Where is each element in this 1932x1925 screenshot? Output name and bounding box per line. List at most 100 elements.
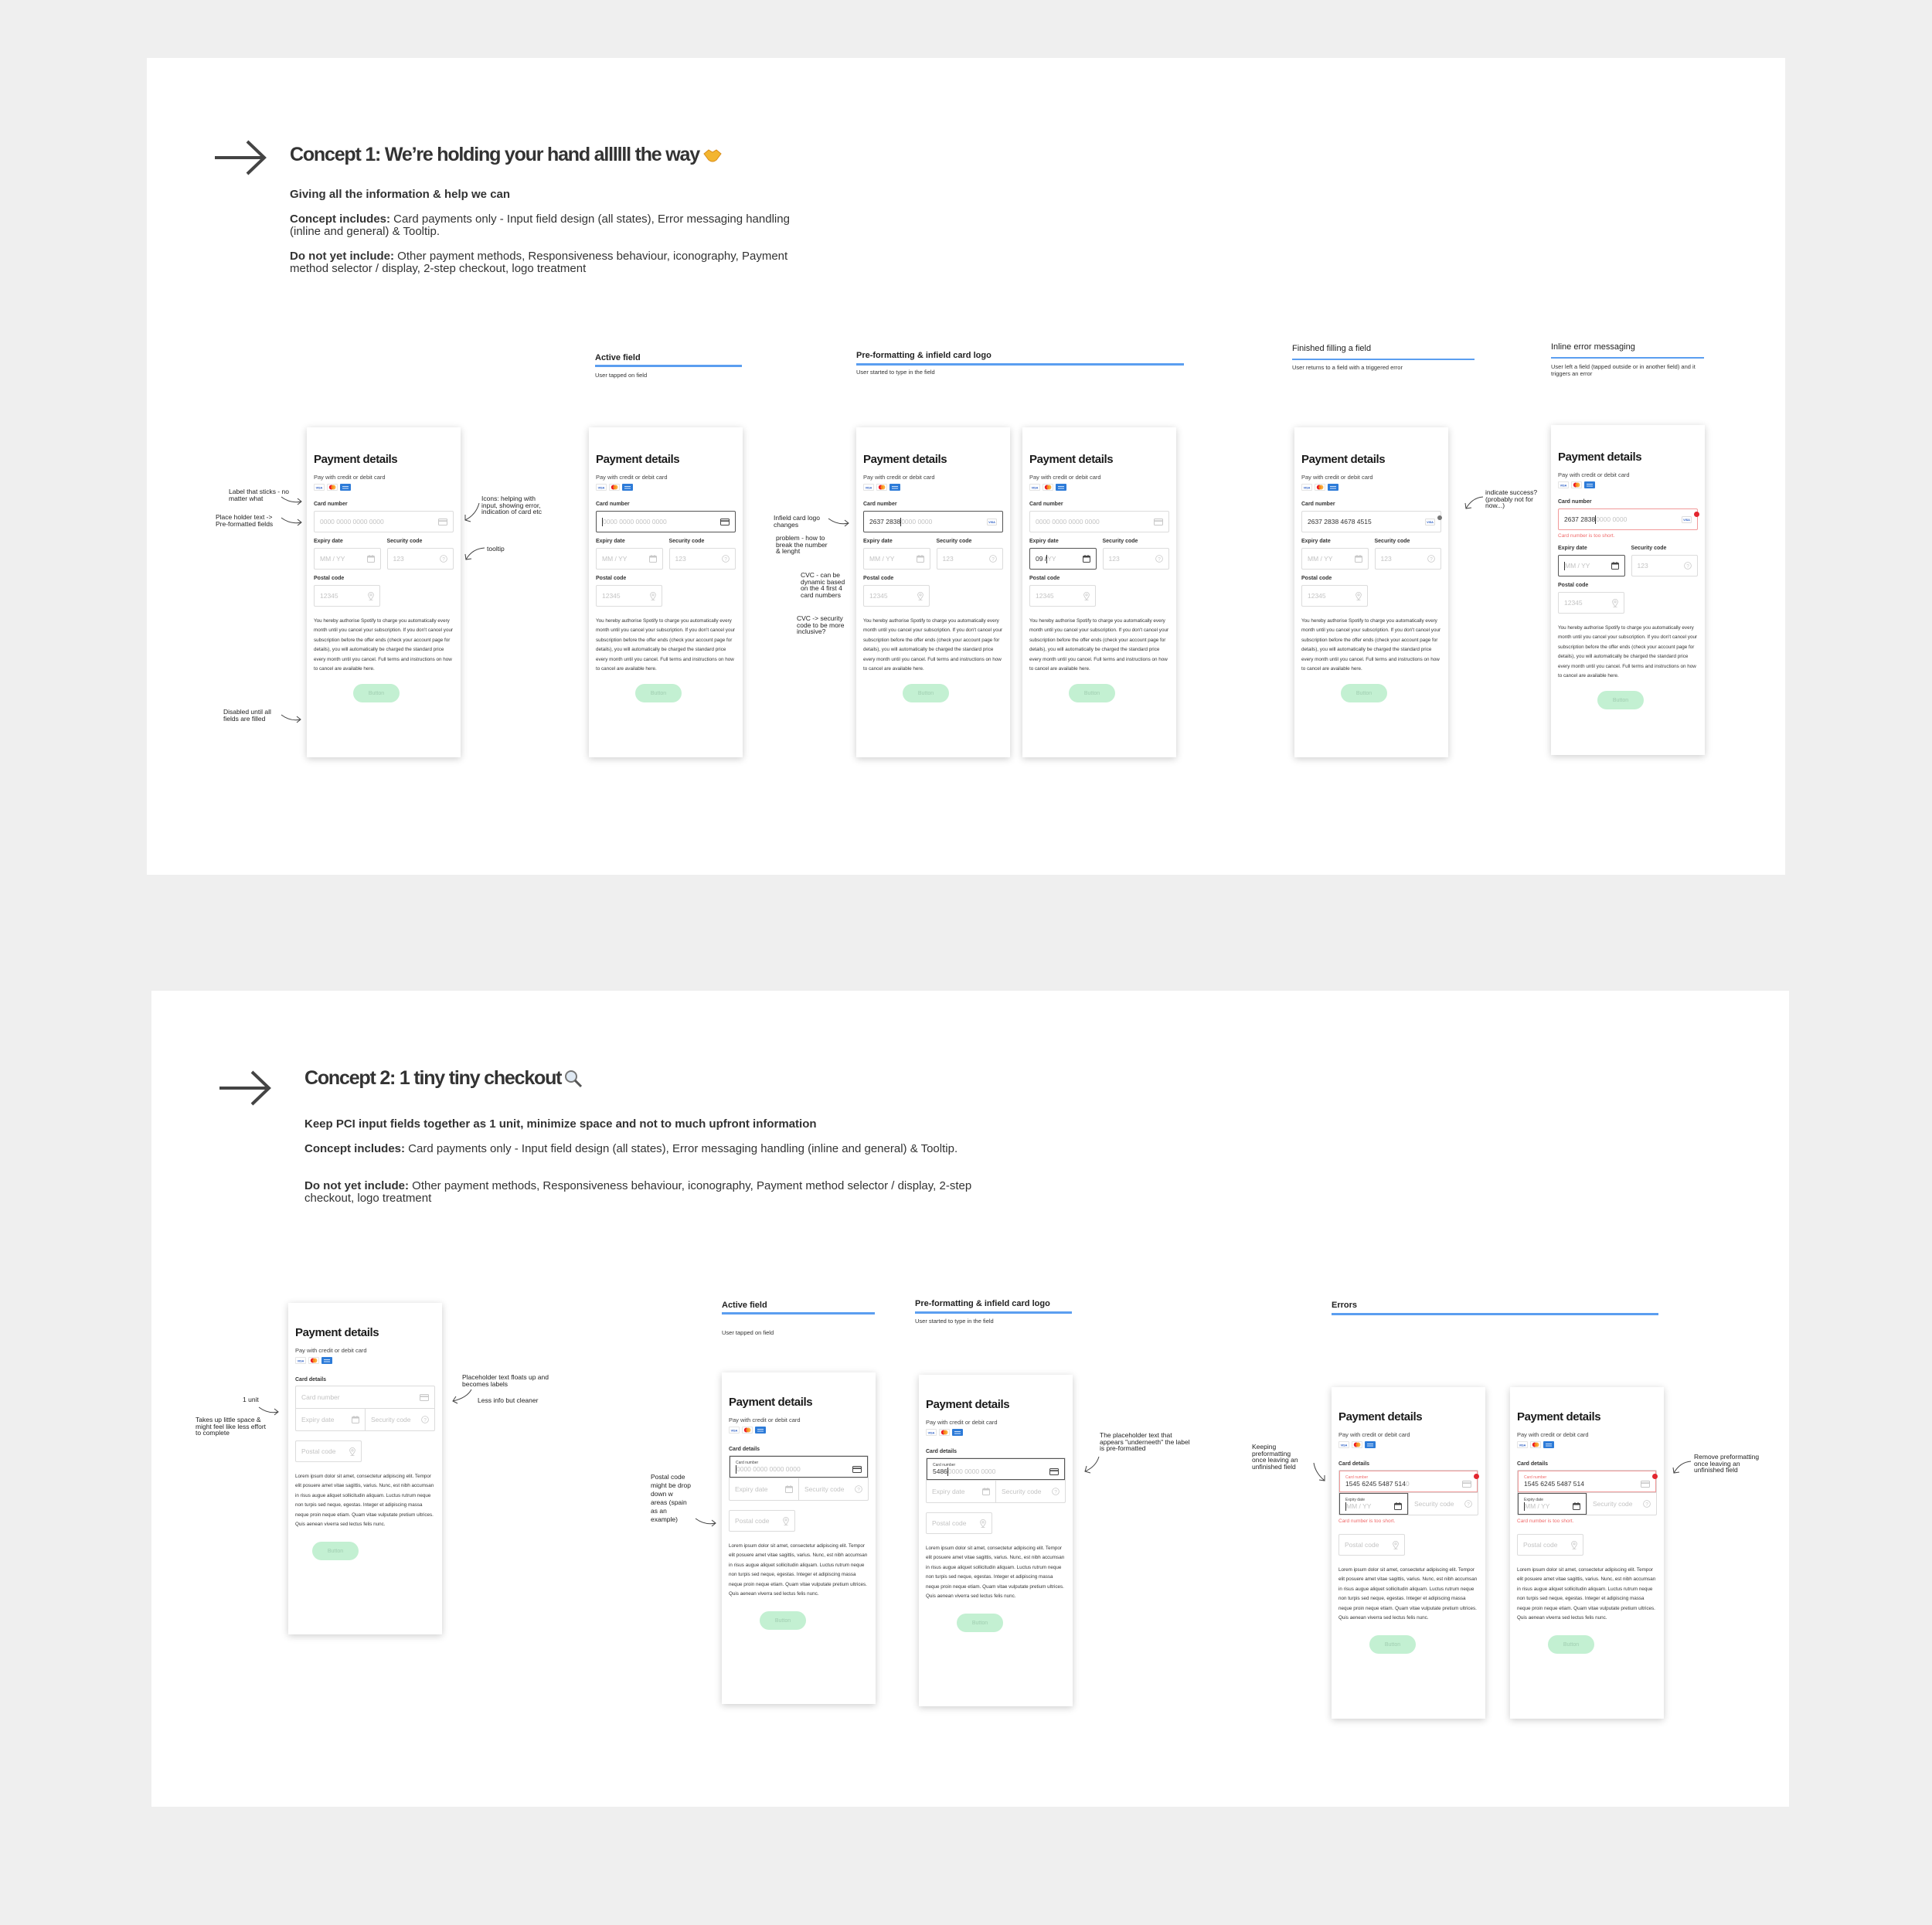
visa-logo-icon: VISA [596, 484, 607, 491]
card-number-input[interactable]: Card number 0000 0000 0000 0000 [730, 1456, 868, 1478]
card-number-input-placeholder: Card number [301, 1393, 340, 1401]
postal-code-input[interactable]: 12345 [314, 585, 380, 607]
expiry-date-input-value: 09 / [1036, 555, 1047, 563]
expiry-date-input[interactable]: Expiry date [730, 1478, 798, 1500]
expiry-security-inputs: MM / YY 123? [863, 545, 1003, 570]
security-code-input[interactable]: Security code? [1409, 1493, 1478, 1515]
security-wrap: Security code? [995, 1481, 1065, 1502]
postal-code-input[interactable]: Postal code [1517, 1534, 1583, 1556]
postal-code-input[interactable]: Postal code [926, 1512, 992, 1534]
card-number-input-content: 1545 6245 5487 514 [1524, 1480, 1650, 1488]
postal-code-input[interactable]: 12345 [1301, 585, 1368, 607]
submit-button[interactable]: Button [1341, 684, 1387, 703]
card-number-input[interactable]: 0000 0000 0000 0000 [596, 511, 736, 532]
security-wrap: Security code? [798, 1478, 868, 1500]
expiry-date-input[interactable]: Expiry date MM / YY [1518, 1493, 1587, 1515]
annotation: Remove preformatting once leaving an unf… [1694, 1453, 1760, 1474]
security-code-input[interactable]: 123? [1631, 555, 1698, 576]
security-code-input[interactable]: 123? [1102, 548, 1169, 570]
expiry-date-input[interactable]: 09 /YY [1029, 548, 1097, 570]
card-number-input[interactable]: 2637 2838 4678 4515 VISA [1301, 511, 1442, 532]
postal-code-input[interactable]: 12345 [596, 585, 662, 607]
card-number-input[interactable]: Card number 1545 6245 5487 514 [1518, 1471, 1658, 1492]
security-code-input[interactable]: Security code? [1587, 1493, 1656, 1515]
payment-title: Payment details [1517, 1410, 1601, 1423]
postal-code-input[interactable]: Postal code [729, 1510, 795, 1532]
postal-code-input[interactable]: Postal code [1338, 1534, 1405, 1556]
card-brand-logos: VISA [1558, 481, 1698, 489]
location-pin-icon [1083, 591, 1090, 600]
expiry-date-input[interactable]: MM / YY [863, 548, 930, 570]
question-icon: ? [1464, 1500, 1472, 1508]
card-number-input[interactable]: 2637 2838 0000 0000 VISA [863, 511, 1003, 532]
lorem-text: Lorem ipsum dolor sit amet, consectetur … [1338, 1567, 1478, 1621]
security-label: Security code [936, 539, 972, 544]
svg-text:?: ? [857, 1487, 860, 1492]
security-code-input[interactable]: 123? [1374, 548, 1441, 570]
postal-label: Postal code [1558, 583, 1589, 588]
card-number-input[interactable]: 0000 0000 0000 0000 [314, 511, 454, 532]
submit-button[interactable]: Button [312, 1542, 359, 1561]
card-details-group: Card number Expiry date Security code? [295, 1386, 435, 1431]
card-details-group: Card number 1545 6245 5487 514 Expiry date… [1517, 1470, 1658, 1515]
excludes-label: Do not yet include: [304, 1179, 409, 1192]
terms-text: You hereby authorise Spotify to charge y… [1301, 618, 1441, 672]
expiry-date-input[interactable]: MM / YY [1301, 548, 1369, 570]
submit-button[interactable]: Button [635, 684, 682, 703]
expiry-date-input[interactable]: MM / YY [1558, 555, 1625, 576]
security-code-input[interactable]: 123? [936, 548, 1003, 570]
security-code-input[interactable]: Security code? [799, 1478, 868, 1500]
expiry-date-input-placeholder: MM / YY [869, 555, 895, 563]
expiry-wrap: Expiry date [296, 1409, 365, 1430]
expiry-date-input[interactable]: Expiry date MM / YY [1339, 1493, 1408, 1515]
submit-button[interactable]: Button [353, 684, 400, 703]
annotation: Keeping preformatting once leaving an un… [1252, 1443, 1298, 1471]
card-number-input[interactable]: Card number [296, 1386, 434, 1408]
expiry-wrap: MM / YY [596, 545, 663, 570]
card-number-input[interactable]: 0000 0000 0000 0000 [1029, 511, 1169, 532]
security-wrap: 123? [1374, 545, 1441, 570]
postal-code-input[interactable]: 12345 [1029, 585, 1096, 607]
security-code-input[interactable]: 123? [386, 548, 454, 570]
payment-card: Payment details Pay with credit or debit … [1022, 427, 1176, 757]
submit-button[interactable]: Button [903, 684, 949, 703]
mastercard-logo-icon [1571, 481, 1582, 488]
postal-code-placeholder: Postal code [301, 1447, 336, 1455]
card-number-input[interactable]: 2637 2838 0000 0000 VISA [1558, 508, 1699, 530]
postal-code-input[interactable]: 12345 [1558, 592, 1624, 614]
submit-button[interactable]: Button [1369, 1635, 1416, 1655]
submit-button[interactable]: Button [1069, 684, 1115, 703]
amex-logo-icon [340, 484, 351, 491]
security-label: Security code [386, 539, 423, 544]
card-brand-logos: VISA [1029, 484, 1169, 491]
card-number-input[interactable]: Card number 5486 0000 0000 0000 [927, 1458, 1065, 1480]
svg-text:VISA: VISA [1683, 519, 1690, 522]
calendar-icon [1082, 555, 1090, 563]
mastercard-logo-icon [609, 484, 620, 491]
visa-icon: VISA [987, 518, 997, 525]
amex-logo-icon [321, 1357, 332, 1364]
security-code-input[interactable]: Security code? [996, 1481, 1065, 1502]
section-underline [722, 1312, 875, 1315]
submit-button[interactable]: Button [1548, 1635, 1594, 1655]
postal-code-input[interactable]: 12345 [863, 585, 930, 607]
section-underline [915, 1311, 1072, 1314]
submit-button[interactable]: Button [760, 1611, 806, 1631]
expiry-date-input[interactable]: MM / YY [596, 548, 663, 570]
expiry-security-inputs: MM / YY 123? [314, 545, 454, 570]
visa-logo-icon: VISA [295, 1357, 306, 1364]
submit-button[interactable]: Button [1597, 691, 1644, 710]
postal-code-input[interactable]: Postal code [295, 1440, 362, 1462]
text-cursor [1345, 1502, 1346, 1511]
submit-button[interactable]: Button [957, 1614, 1003, 1633]
card-number-input[interactable]: Card number 1545 6245 5487 514 0 [1339, 1471, 1479, 1492]
security-code-input[interactable]: Security code? [366, 1409, 434, 1430]
expiry-security-labels: Expiry date Security code [314, 532, 454, 545]
expiry-date-input-placeholder: MM / YY [602, 555, 628, 563]
expiry-date-input[interactable]: MM / YY [314, 548, 381, 570]
expiry-wrap: Expiry date [730, 1478, 798, 1500]
expiry-wrap: MM / YY [863, 545, 930, 570]
expiry-date-input[interactable]: Expiry date [296, 1409, 365, 1430]
expiry-date-input[interactable]: Expiry date [927, 1481, 995, 1502]
security-code-input[interactable]: 123? [668, 548, 736, 570]
